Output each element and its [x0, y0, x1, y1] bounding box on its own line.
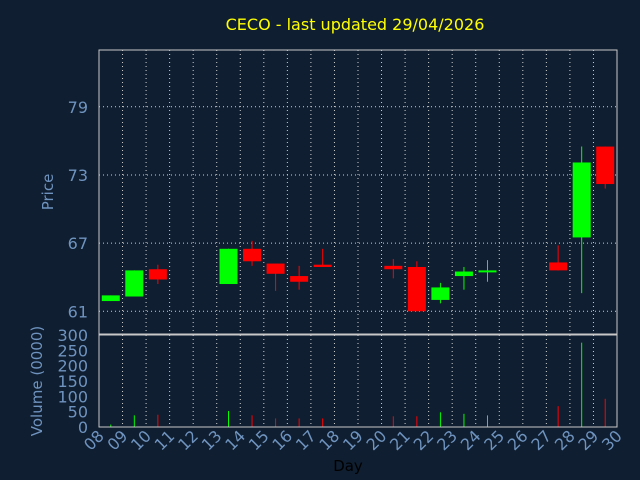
volume-tick-label: 0	[78, 418, 88, 437]
price-panel-frame	[98, 49, 618, 335]
volume-tick-label: 200	[57, 357, 88, 376]
candle-body	[219, 248, 238, 285]
price-tick-label: 67	[68, 234, 88, 253]
candle-body	[407, 266, 426, 312]
axis-layer: 0809101112131415161718192021222324252627…	[57, 98, 625, 454]
y-axis-label: Price	[39, 174, 57, 211]
candle-body	[384, 265, 403, 270]
volume-panel-frame	[98, 334, 618, 428]
price-tick-label: 61	[68, 302, 88, 321]
candle-body	[596, 146, 615, 185]
candles-layer	[101, 146, 615, 312]
x-axis-label: Day	[333, 457, 363, 475]
candle-body	[101, 295, 120, 302]
volume-tick-label: 150	[57, 372, 88, 391]
volume-tick-label: 250	[57, 341, 88, 360]
candle-body	[290, 276, 309, 282]
candle-body	[431, 287, 450, 300]
price-tick-label: 79	[68, 98, 88, 117]
candle-body	[313, 264, 332, 267]
volume-tick-label: 300	[57, 326, 88, 345]
price-tick-label: 73	[68, 166, 88, 185]
volume-tick-label: 100	[57, 387, 88, 406]
candle-body	[454, 271, 473, 277]
candle-body	[243, 248, 262, 262]
chart-title: CECO - last updated 29/04/2026	[226, 15, 485, 34]
candle-body	[148, 269, 167, 280]
candle-body	[266, 263, 285, 274]
grid-layer	[99, 50, 617, 427]
volume-tick-label: 50	[68, 403, 88, 422]
candle-body	[572, 162, 591, 238]
candle-body	[125, 270, 144, 297]
volume-layer	[110, 342, 606, 427]
x-tick-label: 30	[598, 426, 626, 454]
candle-body	[549, 262, 568, 271]
candle-body	[478, 270, 497, 273]
volume-axis-label: Volume (0000)	[28, 326, 46, 436]
